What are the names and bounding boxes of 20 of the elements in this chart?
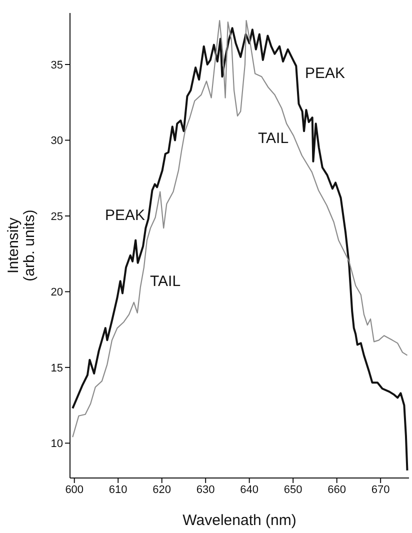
annotation: PEAK [105,207,146,224]
x-tick-label: 610 [108,484,128,496]
y-tick-label: 30 [50,135,63,148]
y-axis-title: Intensity (arb. units) [5,210,38,282]
y-tick-label: 20 [50,286,63,299]
y-tick-label: 25 [50,210,63,223]
x-tick-label: 620 [152,484,172,496]
y-tick-label: 35 [50,59,63,72]
annotation: TAIL [150,273,181,290]
x-tick-label: 600 [65,484,84,496]
x-axis-title: Wavelenath (nm) [182,512,296,529]
y-tick-label: 15 [50,362,63,374]
x-tick-label: 650 [284,484,302,496]
x-tick-label: 670 [371,484,390,496]
x-tick-label: 640 [240,484,259,496]
x-tick-label: 660 [328,484,346,496]
y-tick-label: 10 [50,438,63,450]
series-label: TAIL [258,130,289,147]
x-tick-label: 630 [196,484,215,496]
series-label: PEAK [305,65,346,82]
